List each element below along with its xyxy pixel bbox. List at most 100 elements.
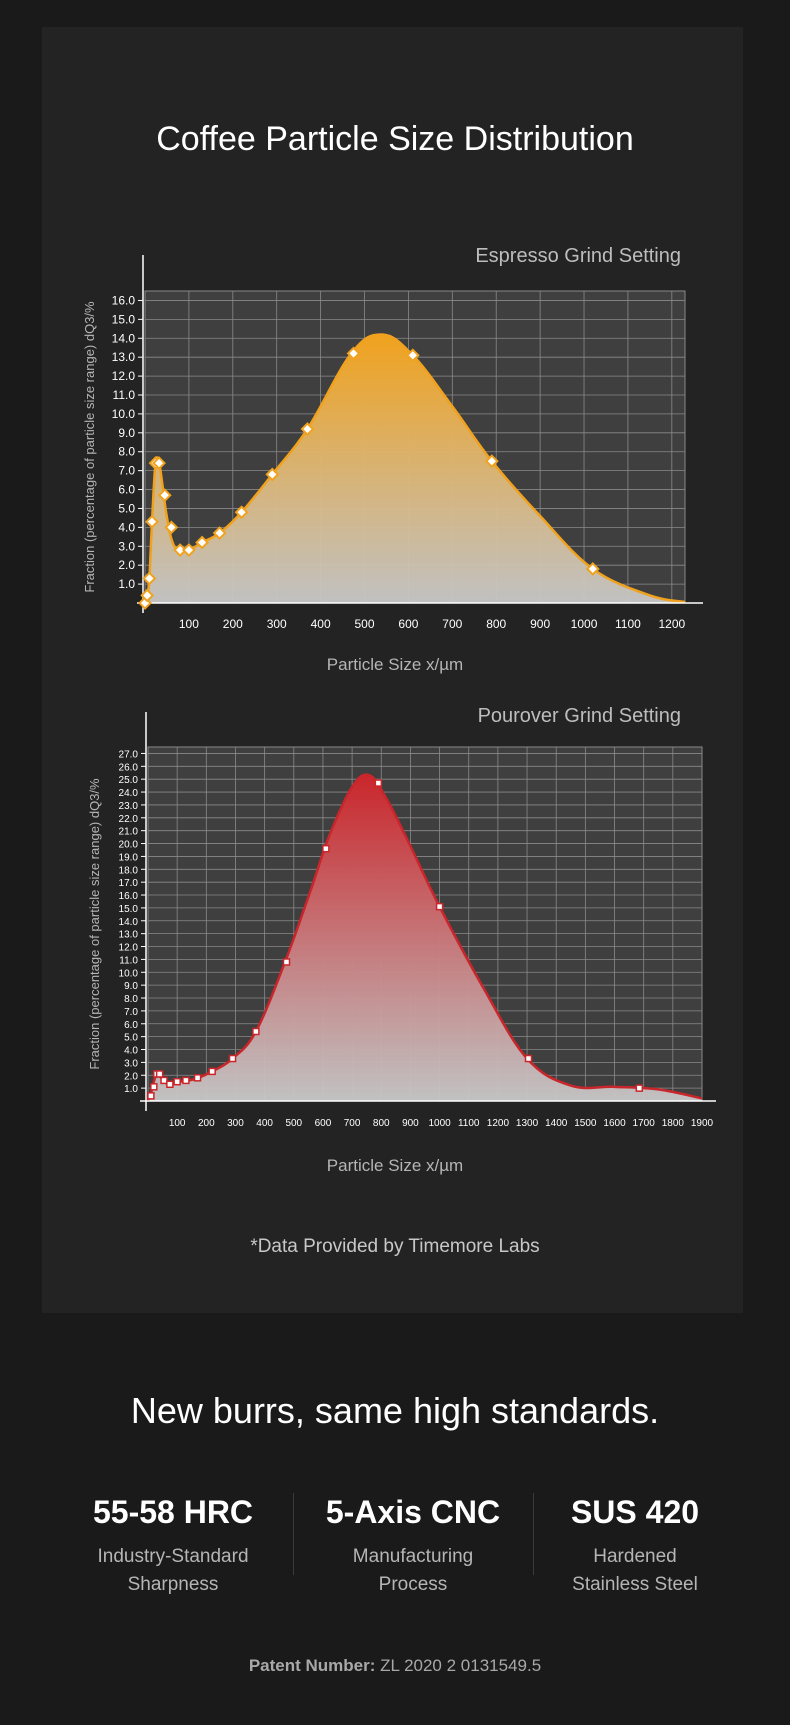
feature-steel: SUS 420 Hardened Stainless Steel [515, 1494, 755, 1599]
data-point [282, 958, 291, 966]
y-tick-label: 23.0 [119, 801, 139, 812]
y-tick-label: 5.0 [118, 501, 135, 515]
y-tick-label: 13.0 [119, 930, 139, 941]
x-tick-label: 100 [179, 617, 199, 631]
feature-cnc: 5-Axis CNC Manufacturing Process [293, 1494, 533, 1599]
y-tick-label: 15.0 [112, 312, 136, 326]
feature-value: 5-Axis CNC [325, 1494, 501, 1530]
y-tick-label: 11.0 [119, 955, 138, 966]
pourover-chart: 1.0 2.0 3.04.0 5.0 6.0 7.0 8.0 9.0 10.0 11.012.0 1… [87, 705, 716, 1175]
y-tick-label: 1.0 [118, 577, 135, 591]
data-point [524, 1054, 533, 1063]
y-tick-label: 21.0 [119, 827, 139, 838]
feature-value: 55-58 HRC [92, 1494, 254, 1530]
feature-desc-line: Manufacturing [352, 1546, 474, 1567]
y-tick-label: 3.0 [124, 1058, 138, 1069]
y-tick-label: 8.0 [118, 445, 135, 459]
y-tick-label: 20.0 [119, 840, 139, 851]
y-tick-label: 4.0 [118, 520, 135, 534]
y-tick-label: 7.0 [124, 1007, 138, 1018]
x-tick-label: 1300 [516, 1118, 539, 1129]
data-point [300, 422, 315, 436]
data-point [150, 1083, 158, 1091]
data-point [155, 1070, 164, 1078]
data-point [234, 505, 249, 520]
x-tick-label: 800 [373, 1118, 390, 1129]
y-tick-label: 4.0 [124, 1046, 138, 1057]
x-tick-label: 800 [486, 617, 506, 631]
x-tick-label: 1000 [428, 1118, 451, 1129]
x-tick-label: 900 [530, 617, 550, 631]
data-point [322, 844, 330, 853]
feature-divider [293, 1493, 294, 1575]
x-tick-label: 600 [315, 1118, 332, 1129]
y-tick-label: 2.0 [118, 558, 135, 572]
data-point [166, 1080, 174, 1089]
y-tick-label: 8.0 [124, 994, 138, 1005]
x-axis-label: Particle Size x/µm [327, 655, 463, 674]
x-tick-label: 1200 [658, 617, 685, 631]
distribution-area [148, 774, 702, 1101]
data-point [193, 1074, 202, 1082]
x-tick-label: 1100 [615, 617, 641, 631]
data-point [405, 348, 420, 363]
data-point [208, 1067, 216, 1076]
y-tick-label: 19.0 [119, 852, 139, 863]
data-point [181, 543, 196, 557]
y-tick-label: 15.0 [119, 904, 139, 915]
data-point [173, 1077, 181, 1086]
y-tick-label: 14.0 [112, 331, 136, 345]
y-tick-label: 25.0 [119, 775, 139, 786]
data-point [160, 1076, 168, 1085]
data-source-note: *Data Provided by Timemore Labs [250, 1236, 540, 1257]
x-tick-label: 500 [285, 1118, 302, 1129]
y-tick-label: 11.0 [113, 388, 136, 402]
patent-value: ZL 2020 2 0131549.5 [380, 1656, 542, 1675]
data-point [164, 520, 179, 535]
feature-desc-line: Industry-Standard [97, 1546, 249, 1567]
y-tick-label: 26.0 [119, 762, 139, 773]
patent-number: Patent Number: ZL 2020 2 0131549.5 [0, 1656, 790, 1676]
y-tick-label: 3.0 [118, 539, 135, 553]
x-tick-label: 1000 [571, 617, 598, 631]
x-tick-label: 400 [256, 1118, 273, 1129]
data-point [195, 535, 209, 550]
x-tick-label: 300 [267, 617, 287, 631]
y-tick-label: 12.0 [112, 369, 136, 383]
x-tick-label: 1600 [603, 1118, 626, 1129]
x-tick-label: 200 [198, 1118, 215, 1129]
x-tick-label: 1900 [691, 1118, 714, 1129]
feature-desc: Hardened Stainless Steel [515, 1543, 755, 1599]
y-tick-label: 24.0 [119, 788, 139, 799]
y-tick-label: 5.0 [124, 1033, 138, 1044]
y-tick-label: 1.0 [124, 1084, 138, 1095]
data-point [484, 454, 499, 469]
data-point [145, 514, 159, 529]
y-tick-label: 27.0 [119, 749, 139, 760]
patent-label: Patent Number: [248, 1656, 376, 1675]
data-point [228, 1054, 237, 1063]
y-tick-label: 22.0 [119, 814, 139, 825]
slogan-heading: New burrs, same high standards. [130, 1390, 660, 1431]
x-tick-label: 1200 [487, 1118, 510, 1129]
y-axis-label: Fraction (percentage of particle size ra… [87, 778, 102, 1070]
page-title: Coffee Particle Size Distribution [156, 120, 634, 158]
x-tick-label: 600 [398, 617, 418, 631]
y-tick-label: 7.0 [118, 464, 135, 478]
y-tick-label: 16.0 [112, 293, 136, 307]
y-tick-label: 10.0 [112, 407, 136, 421]
espresso-chart: 1.0 2.0 3.0 4.0 5.0 6.0 7.0 8.0 9.0 10.0 11.0 12.0 1… [82, 245, 703, 674]
chart-title: Espresso Grind Setting [475, 245, 681, 267]
x-tick-label: 500 [354, 617, 374, 631]
data-point [265, 467, 280, 482]
y-tick-label: 10.0 [119, 968, 139, 979]
data-point [157, 488, 172, 503]
feature-desc-line: Sharpness [127, 1574, 219, 1595]
data-point [635, 1084, 644, 1092]
x-tick-label: 700 [442, 617, 462, 631]
data-point [346, 346, 361, 361]
x-tick-label: 900 [402, 1118, 419, 1129]
x-tick-label: 1800 [662, 1118, 685, 1129]
feature-desc-line: Stainless Steel [572, 1574, 698, 1595]
x-tick-label: 1500 [574, 1118, 597, 1129]
